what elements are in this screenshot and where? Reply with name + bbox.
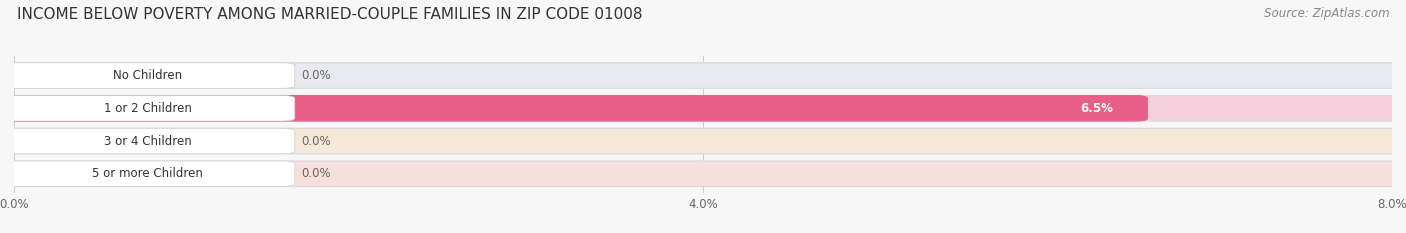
Text: Source: ZipAtlas.com: Source: ZipAtlas.com: [1264, 7, 1389, 20]
FancyBboxPatch shape: [0, 128, 295, 154]
FancyBboxPatch shape: [0, 161, 295, 186]
Text: 3 or 4 Children: 3 or 4 Children: [104, 134, 191, 147]
FancyBboxPatch shape: [0, 96, 1147, 121]
Text: 0.0%: 0.0%: [302, 134, 332, 147]
Text: INCOME BELOW POVERTY AMONG MARRIED-COUPLE FAMILIES IN ZIP CODE 01008: INCOME BELOW POVERTY AMONG MARRIED-COUPL…: [17, 7, 643, 22]
FancyBboxPatch shape: [0, 128, 1406, 154]
FancyBboxPatch shape: [0, 63, 295, 88]
Text: 5 or more Children: 5 or more Children: [93, 167, 202, 180]
Text: 1 or 2 Children: 1 or 2 Children: [104, 102, 191, 115]
Text: 0.0%: 0.0%: [302, 167, 332, 180]
FancyBboxPatch shape: [0, 96, 295, 121]
Text: No Children: No Children: [112, 69, 183, 82]
FancyBboxPatch shape: [0, 161, 1406, 186]
Text: 6.5%: 6.5%: [1080, 102, 1114, 115]
FancyBboxPatch shape: [0, 96, 1406, 121]
Text: 0.0%: 0.0%: [302, 69, 332, 82]
FancyBboxPatch shape: [0, 63, 1406, 88]
